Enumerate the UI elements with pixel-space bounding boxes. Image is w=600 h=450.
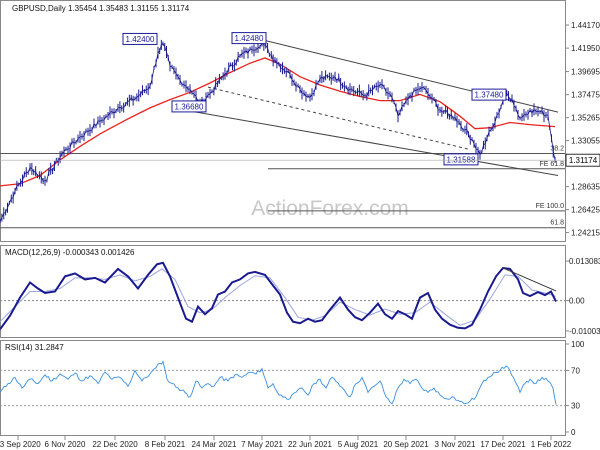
x-tick-label: 8 Feb 2021 [145, 440, 186, 449]
price-line [0, 41, 556, 222]
x-tick-label: 22 Dec 2020 [92, 440, 138, 449]
price-y-tick-label: 1.35265 [571, 114, 600, 123]
rsi-y-tick-label: 70 [571, 366, 580, 375]
price-y-tick-label: 1.41950 [571, 44, 600, 53]
price-y-tick-label: 1.39695 [571, 68, 600, 77]
macd-line [0, 261, 557, 330]
swing-point-box [122, 32, 158, 45]
price-y-tick-label: 1.37475 [571, 91, 600, 100]
rsi-y-tick-label: 100 [571, 340, 585, 349]
macd-panel: 0.013083 0.00 -0.01003 [0, 257, 600, 336]
price-panel: 1.44170 1.41950 1.39695 1.37475 1.35265 1.330… [0, 21, 600, 238]
last-price-label: 1.31174 [569, 156, 598, 165]
rsi-panel-title: RSI(14) 31.2847 [5, 343, 64, 352]
macd-panel-frame [0, 245, 566, 338]
x-tick-label: 5 Aug 2021 [338, 440, 379, 449]
x-tick-label: 7 May 2021 [241, 440, 283, 449]
x-tick-label: 1 Feb 2022 [531, 440, 572, 449]
swing-point-label: 1.42400 [126, 35, 155, 44]
swing-point-box [471, 88, 507, 101]
rsi-y-tick-label: 30 [571, 402, 580, 411]
price-y-tick-label: 1.33055 [571, 137, 600, 146]
fib-level-label: FE 100.0 [536, 203, 565, 210]
swing-point-box [231, 32, 267, 45]
swing-point-label: 1.36680 [175, 102, 204, 111]
macd-trend-line [502, 267, 557, 292]
watermark: ActionForex.com [251, 197, 409, 220]
rsi-panel-frame [0, 340, 566, 436]
ema-line [0, 57, 556, 187]
fib-level-label: 38.2 [550, 145, 564, 152]
x-tick-label: 20 Sep 2021 [383, 440, 429, 449]
rsi-y-tick-label: 0 [571, 428, 576, 437]
macd-y-tick-label: 0.013083 [569, 257, 600, 266]
channel-line [189, 110, 559, 177]
x-tick-label: 3 Nov 2021 [435, 440, 476, 449]
last-price-box [565, 153, 600, 167]
x-tick-label: 6 Nov 2020 [45, 440, 86, 449]
swing-point-label: 1.42480 [235, 34, 264, 43]
price-y-tick-label: 1.26425 [571, 206, 600, 215]
swing-point-box [171, 100, 207, 113]
dashed-trend-line [207, 86, 471, 151]
price-y-tick-label: 1.24215 [571, 229, 600, 238]
swing-point-label: 1.37480 [475, 91, 504, 100]
fib-level-label: 61.8 [550, 220, 564, 227]
fib-level-label: FE 61.8 [539, 161, 564, 168]
macd-panel-title: MACD(12,26,9) -0.000343 0.001426 [5, 248, 135, 257]
macd-y-tick-label: -0.01003 [569, 327, 600, 336]
x-tick-label: 22 Jun 2021 [288, 440, 333, 449]
x-tick-label: 17 Dec 2021 [480, 440, 526, 449]
price-y-tick-label: 1.44170 [571, 21, 600, 30]
macd-y-tick-label: 0.00 [569, 297, 585, 306]
price-panel-frame [0, 0, 566, 242]
price-panel-title: GBPUSD,Daily 1.35454 1.35483 1.31155 1.3… [12, 4, 190, 13]
rsi-line [0, 360, 557, 405]
x-tick-label: 23 Sep 2020 [0, 440, 41, 449]
price-y-tick-label: 1.28635 [571, 183, 600, 192]
x-tick-label: 24 Mar 2021 [192, 440, 237, 449]
rsi-panel: 100 70 30 0 [0, 340, 585, 437]
x-axis: 23 Sep 2020 6 Nov 2020 22 Dec 2020 8 Feb 20… [0, 436, 572, 449]
swing-point-box [443, 153, 479, 166]
